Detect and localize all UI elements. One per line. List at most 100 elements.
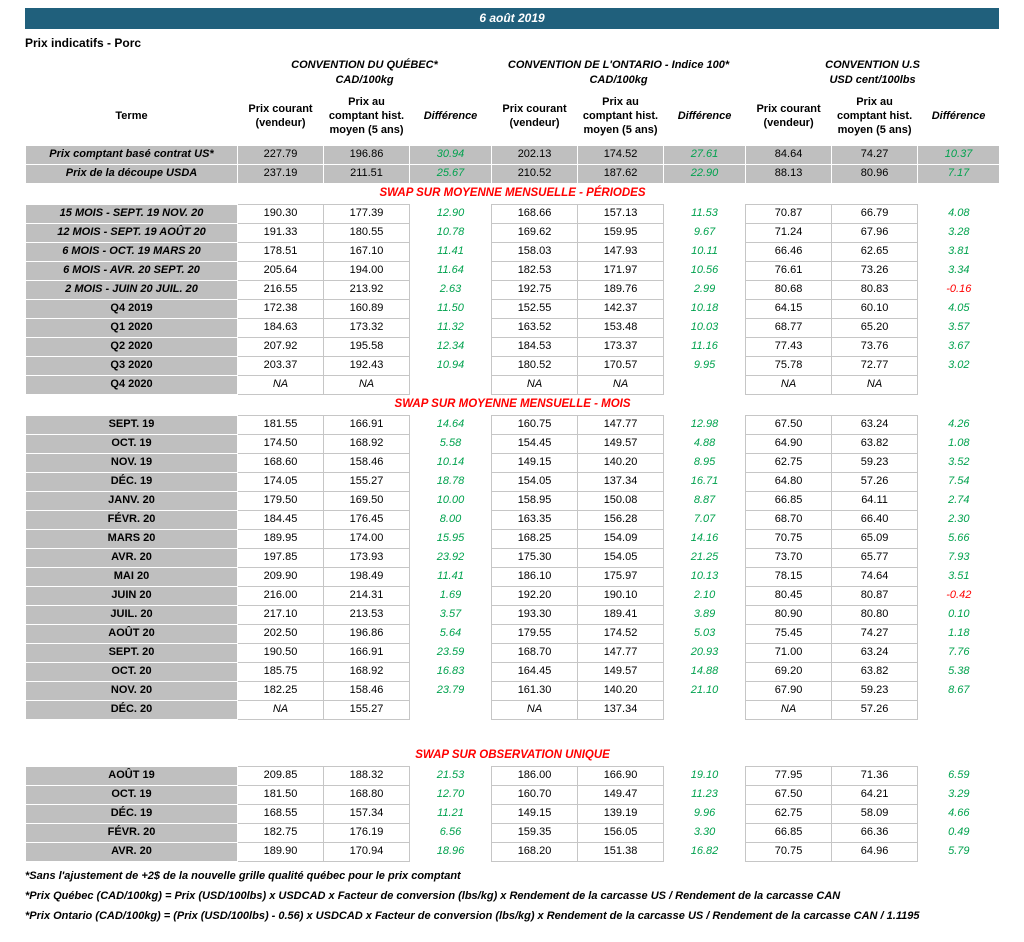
price-cell: 209.90 — [237, 566, 324, 587]
price-cell: 181.55 — [237, 414, 324, 435]
price-cell: 66.85 — [745, 822, 833, 843]
price-cell: NA — [831, 374, 919, 395]
price-cell: 66.36 — [831, 822, 919, 843]
difference-cell: 7.93 — [948, 551, 970, 563]
price-cell: 180.55 — [323, 222, 410, 243]
price-cell: 167.10 — [323, 241, 410, 262]
price-cell: 74.27 — [831, 144, 919, 165]
difference-cell: 4.08 — [948, 207, 970, 219]
terme-cell: AVR. 20 — [25, 547, 238, 568]
price-cell: 157.34 — [323, 803, 410, 824]
price-cell: 70.87 — [745, 203, 833, 224]
price-cell: 67.90 — [745, 680, 833, 701]
difference-cell: 4.88 — [693, 437, 716, 449]
price-cell: 207.92 — [237, 336, 324, 357]
price-cell: 88.13 — [745, 163, 833, 184]
difference-cell: 27.61 — [663, 144, 747, 165]
difference-cell: 7.54 — [948, 475, 970, 487]
price-cell: 64.15 — [745, 298, 833, 319]
price-cell: 186.10 — [491, 566, 579, 587]
table-row: 6 MOIS - AVR. 20 SEPT. 20 205.64 194.00 11.… — [25, 260, 1000, 281]
price-cell: 139.19 — [577, 803, 665, 824]
price-cell: 168.20 — [491, 841, 579, 862]
difference-cell: 10.18 — [690, 302, 719, 314]
table-body: Prix comptant basé contrat US* 227.79 196.… — [25, 141, 1001, 862]
difference-cell: 11.41 — [437, 570, 464, 582]
price-cell: 203.37 — [237, 355, 324, 376]
table-row: AVR. 20 189.90 170.94 18.96 168.20 151.38 16.8… — [25, 841, 1000, 862]
terme-cell: DÉC. 20 — [25, 699, 238, 720]
difference-cell: 5.58 — [439, 437, 462, 449]
price-cell: 159.35 — [491, 822, 579, 843]
price-cell: 76.61 — [745, 260, 833, 281]
price-cell: 158.03 — [491, 241, 579, 262]
price-cell: 166.91 — [323, 414, 410, 435]
difference-cell: 8.87 — [693, 494, 716, 506]
difference-cell: 0.49 — [948, 826, 970, 838]
difference-cell — [664, 700, 746, 719]
price-cell: 168.55 — [237, 803, 324, 824]
price-cell: 80.87 — [831, 585, 919, 606]
table-row: Q1 2020 184.63 173.32 11.32 163.52 153.48 10.0… — [25, 317, 1000, 338]
price-cell: 227.79 — [237, 144, 324, 165]
price-cell: NA — [491, 374, 579, 395]
terme-cell: JUIL. 20 — [25, 604, 238, 625]
price-cell: 77.95 — [745, 765, 833, 786]
price-cell: 171.97 — [577, 260, 665, 281]
price-cell: 65.09 — [831, 528, 919, 549]
difference-cell: 16.83 — [436, 665, 465, 677]
price-cell: 80.96 — [831, 163, 919, 184]
price-cell: 195.58 — [323, 336, 410, 357]
difference-cell: 5.66 — [948, 532, 970, 544]
price-cell: 163.52 — [491, 317, 579, 338]
table-row: JUIN 20 216.00 214.31 1.69 192.20 190.10 2.10 8… — [25, 585, 1000, 606]
footnote-1: *Sans l'ajustement de +2$ de la nouvelle… — [25, 869, 461, 882]
difference-cell: 8.67 — [948, 684, 970, 696]
table-row: Q4 2019 172.38 160.89 11.50 152.55 142.37 10.1… — [25, 298, 1000, 319]
difference-cell: 1.08 — [948, 437, 970, 449]
difference-cell: 3.57 — [948, 321, 970, 333]
price-cell: 160.75 — [491, 414, 579, 435]
table-row: NOV. 19 168.60 158.46 10.14 149.15 140.20 8.95… — [25, 452, 1000, 473]
price-cell: 158.95 — [491, 490, 579, 511]
group-ontario-unit: CAD/100kg — [589, 74, 648, 86]
price-cell: 185.75 — [237, 661, 324, 682]
difference-cell: 2.30 — [948, 513, 970, 525]
price-cell: 196.86 — [323, 144, 410, 165]
price-cell: 160.89 — [323, 298, 410, 319]
difference-cell: 11.53 — [691, 207, 718, 219]
price-cell: 60.10 — [831, 298, 919, 319]
terme-cell: 12 MOIS - SEPT. 19 AOÛT 20 — [25, 222, 238, 243]
col-difference: Différence — [423, 110, 478, 123]
col-prix-courant: Prix courant (vendeur) — [756, 103, 821, 129]
price-cell: 70.75 — [745, 528, 833, 549]
price-cell: 191.33 — [237, 222, 324, 243]
price-cell: 158.46 — [323, 680, 410, 701]
price-cell: 178.51 — [237, 241, 324, 262]
difference-cell: 7.17 — [917, 163, 1001, 184]
table-row: Q4 2020 NA NA NA NA NA NA — [25, 374, 1000, 395]
price-cell: 78.15 — [745, 566, 833, 587]
difference-cell: 3.29 — [948, 788, 970, 800]
price-cell: 73.76 — [831, 336, 919, 357]
difference-cell: 9.67 — [693, 226, 716, 238]
col-terme: Terme — [115, 110, 148, 123]
difference-cell: 3.81 — [948, 245, 970, 257]
price-cell: 142.37 — [577, 298, 665, 319]
price-cell: 67.50 — [745, 784, 833, 805]
footnotes: *Sans l'ajustement de +2$ de la nouvelle… — [25, 870, 999, 922]
price-cell: 196.86 — [323, 623, 410, 644]
price-cell: 57.26 — [831, 471, 919, 492]
terme-cell: 6 MOIS - AVR. 20 SEPT. 20 — [25, 260, 238, 281]
price-cell: 72.77 — [831, 355, 919, 376]
price-cell: 65.77 — [831, 547, 919, 568]
footnote-2: *Prix Québec (CAD/100kg) = Prix (USD/100… — [25, 889, 841, 902]
price-cell: 160.70 — [491, 784, 579, 805]
price-cell: 166.90 — [577, 765, 665, 786]
terme-cell: AOÛT 19 — [25, 765, 238, 786]
price-cell: 62.65 — [831, 241, 919, 262]
price-cell: 194.00 — [323, 260, 410, 281]
price-cell: 75.45 — [745, 623, 833, 644]
difference-cell: 3.30 — [693, 826, 716, 838]
difference-cell: 5.38 — [948, 665, 970, 677]
